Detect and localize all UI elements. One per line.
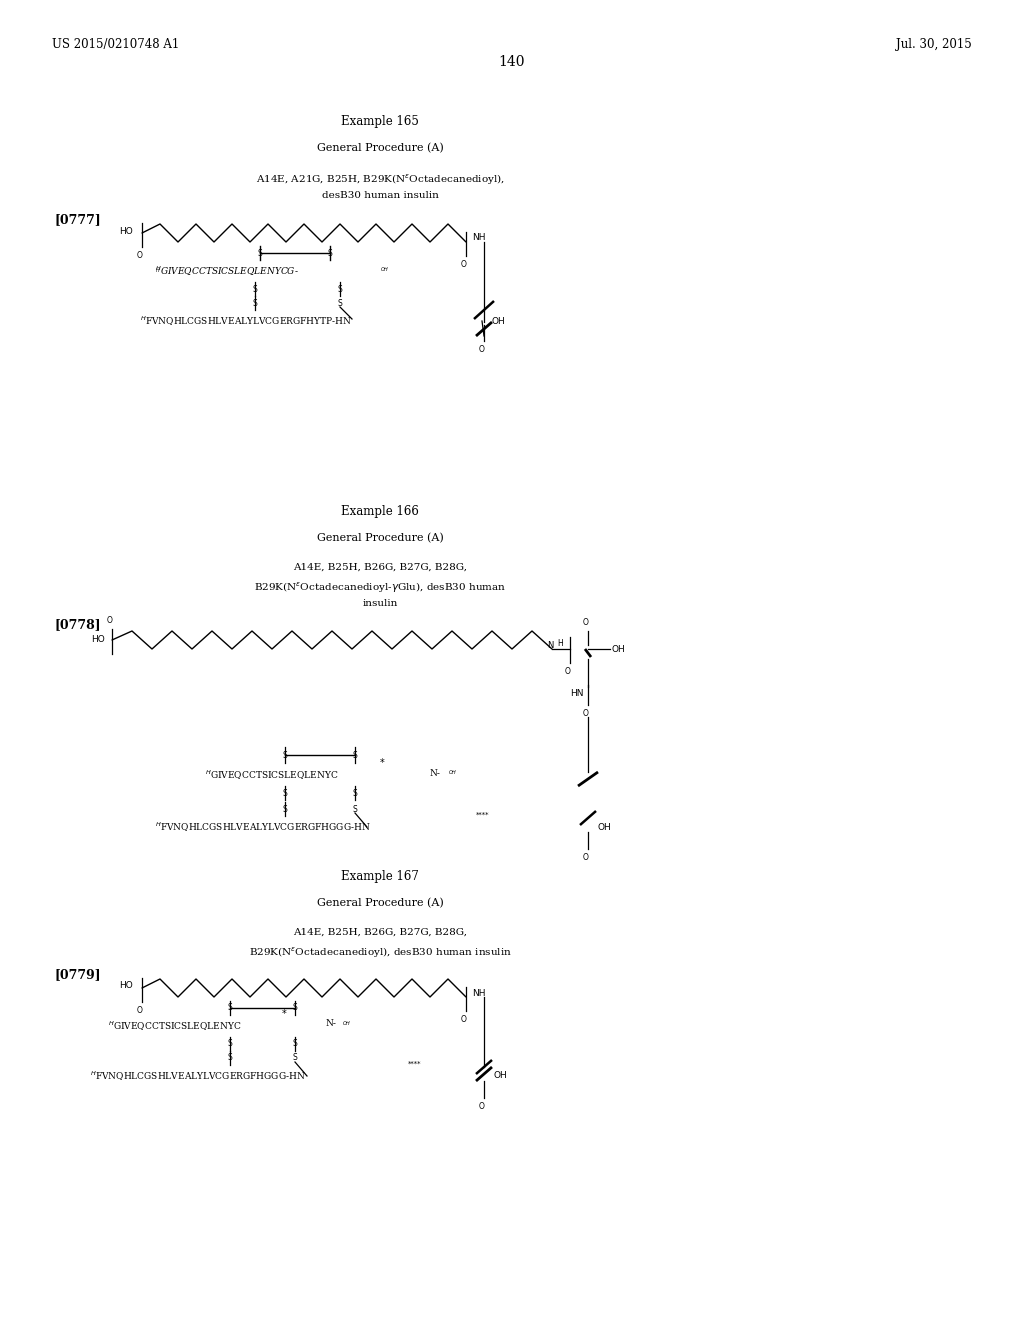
Text: 140: 140 [499,55,525,69]
Text: $^H$FVNQHLCGSHLVEALYLVCGERGFHGGG-HN: $^H$FVNQHLCGSHLVEALYLVCGERGFHGGG-HN [155,821,371,834]
Text: $^H$FVNQHLCGSHLVEALYLVCGERGFHGGG-HN: $^H$FVNQHLCGSHLVEALYLVCGERGFHGGG-HN [90,1069,305,1082]
Text: S: S [283,804,288,813]
Text: ****: **** [476,812,489,818]
Text: NH: NH [472,234,485,243]
Text: A14E, B25H, B26G, B27G, B28G,: A14E, B25H, B26G, B27G, B28G, [293,928,467,937]
Text: Example 166: Example 166 [341,506,419,517]
Text: desB30 human insulin: desB30 human insulin [322,191,438,201]
Text: HO: HO [119,982,133,990]
Text: $^H$GIVEQCCTSICSLEQLENYCG-: $^H$GIVEQCCTSICSLEQLENYCG- [155,264,299,277]
Text: S: S [352,751,357,759]
Text: insulin: insulin [362,599,397,609]
Text: S: S [253,298,257,308]
Text: H: H [557,639,563,648]
Text: S: S [293,1003,297,1012]
Text: S: S [338,298,342,308]
Text: N-: N- [325,1019,336,1028]
Text: *: * [380,758,384,768]
Text: O: O [137,1006,143,1015]
Text: B29K(N$^\varepsilon$Octadecanedioyl-$\gamma$Glu), desB30 human: B29K(N$^\varepsilon$Octadecanedioyl-$\ga… [254,581,506,595]
Text: OH: OH [612,644,626,653]
Text: O: O [583,709,589,718]
Text: [0778]: [0778] [55,618,101,631]
Text: $^{OH}$: $^{OH}$ [380,267,389,272]
Text: Example 165: Example 165 [341,115,419,128]
Text: O: O [479,345,485,354]
Text: $^H$FVNQHLCGSHLVEALYLVCGERGFHYTP-HN: $^H$FVNQHLCGSHLVEALYLVCGERGFHYTP-HN [140,314,352,327]
Text: $^{H}$: $^{H}$ [155,267,161,273]
Text: General Procedure (A): General Procedure (A) [316,898,443,908]
Text: O: O [108,616,113,624]
Text: General Procedure (A): General Procedure (A) [316,143,443,153]
Text: O: O [583,853,589,862]
Text: S: S [227,1040,232,1048]
Text: S: S [258,248,262,257]
Text: OH: OH [494,1072,508,1081]
Text: O: O [461,1015,467,1024]
Text: S: S [328,248,333,257]
Text: General Procedure (A): General Procedure (A) [316,533,443,544]
Text: S: S [352,788,357,797]
Text: N: N [548,640,554,649]
Text: S: S [352,804,357,813]
Text: HN: HN [570,689,584,697]
Text: US 2015/0210748 A1: US 2015/0210748 A1 [52,38,179,51]
Text: O: O [137,251,143,260]
Text: O: O [479,1102,485,1111]
Text: $^{OH}$: $^{OH}$ [449,770,458,775]
Text: [0779]: [0779] [55,968,101,981]
Text: B29K(N$^\varepsilon$Octadecanedioyl), desB30 human insulin: B29K(N$^\varepsilon$Octadecanedioyl), de… [249,946,511,961]
Text: S: S [227,1003,232,1012]
Text: HO: HO [119,227,133,235]
Text: ****: **** [408,1061,422,1067]
Text: S: S [338,285,342,293]
Text: S: S [293,1053,297,1063]
Text: *: * [282,1008,287,1019]
Text: S: S [227,1053,232,1063]
Text: O: O [565,667,571,676]
Text: Example 167: Example 167 [341,870,419,883]
Text: A14E, B25H, B26G, B27G, B28G,: A14E, B25H, B26G, B27G, B28G, [293,564,467,572]
Text: S: S [253,285,257,293]
Text: S: S [283,751,288,759]
Text: OH: OH [492,317,506,326]
Text: $^H$GIVEQCCTSICSLEQLENYC: $^H$GIVEQCCTSICSLEQLENYC [205,768,339,781]
Text: $^H$GIVEQCCTSICSLEQLENYC: $^H$GIVEQCCTSICSLEQLENYC [108,1019,242,1032]
Text: O: O [583,618,589,627]
Text: OH: OH [598,822,611,832]
Text: S: S [293,1040,297,1048]
Text: O: O [461,260,467,269]
Text: HO: HO [91,635,105,644]
Text: [0777]: [0777] [55,213,101,226]
Text: S: S [283,788,288,797]
Text: N-: N- [430,768,441,777]
Text: $^{OH}$: $^{OH}$ [342,1020,351,1026]
Text: A14E, A21G, B25H, B29K(N$^\varepsilon$Octadecanedioyl),: A14E, A21G, B25H, B29K(N$^\varepsilon$Oc… [256,173,505,187]
Text: NH: NH [472,989,485,998]
Text: Jul. 30, 2015: Jul. 30, 2015 [896,38,972,51]
